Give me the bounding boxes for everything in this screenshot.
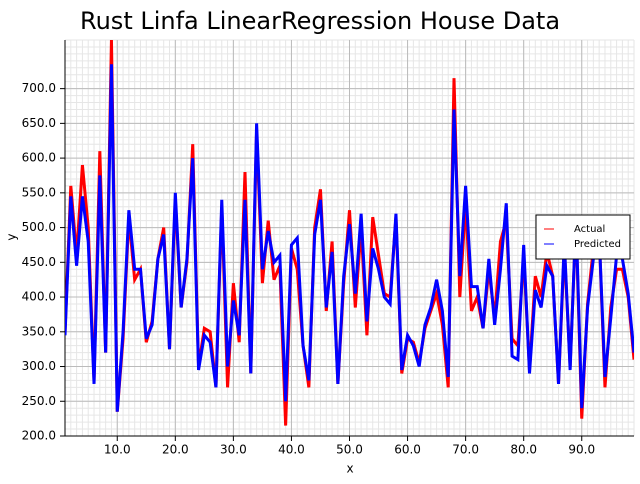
y-tick-label: 500.0: [22, 220, 56, 234]
x-tick-label: 90.0: [568, 443, 595, 457]
y-tick-label: 400.0: [22, 290, 56, 304]
x-tick-label: 50.0: [336, 443, 363, 457]
legend-label: Predicted: [574, 239, 621, 250]
x-tick-label: 20.0: [162, 443, 189, 457]
y-tick-label: 450.0: [22, 255, 56, 269]
data-line: [65, 64, 634, 412]
legend-box: [535, 214, 631, 260]
y-tick-label: 700.0: [22, 81, 56, 95]
y-tick-label: 200.0: [22, 429, 56, 443]
x-tick-label: 60.0: [394, 443, 421, 457]
x-tick-label: 40.0: [278, 443, 305, 457]
y-tick-label: 350.0: [22, 324, 56, 338]
y-tick-label: 300.0: [22, 359, 56, 373]
y-tick-label: 650.0: [22, 116, 56, 130]
x-axis-label: x: [346, 462, 353, 476]
x-tick-label: 70.0: [452, 443, 479, 457]
y-tick-label: 250.0: [22, 394, 56, 408]
x-tick-label: 10.0: [104, 443, 131, 457]
y-tick-label: 600.0: [22, 151, 56, 165]
legend-label: Actual: [574, 224, 605, 235]
y-tick-label: 550.0: [22, 185, 56, 199]
x-tick-label: 30.0: [220, 443, 247, 457]
y-axis-label: y: [5, 233, 19, 240]
chart-title: Rust Linfa LinearRegression House Data: [80, 7, 560, 35]
x-tick-label: 80.0: [510, 443, 537, 457]
